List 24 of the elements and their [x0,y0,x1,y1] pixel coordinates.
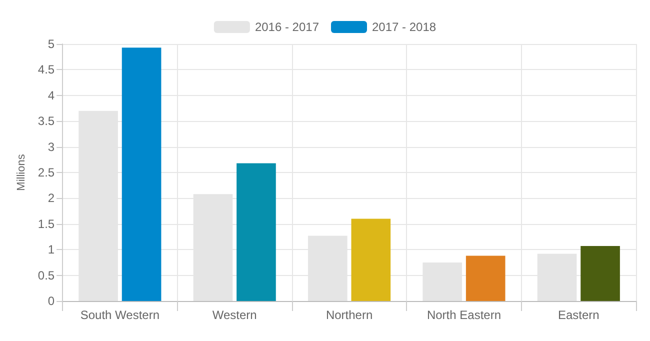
y-tick-label: 0.5 [38,268,55,282]
bar [351,218,391,301]
bar [466,256,506,301]
y-tick-label: 0 [48,294,55,308]
bar [122,48,162,301]
x-tick-label: Northern [326,308,373,322]
x-tick-label: Western [212,308,257,322]
x-tick-label: South Western [80,308,160,322]
legend-label: 2016 - 2017 [254,20,320,34]
y-axis-title: Millions [16,154,28,191]
y-tick-label: 1.5 [38,216,55,231]
y-tick-label: 3 [48,140,55,154]
y-tick-label: 4 [48,88,55,102]
legend-label: 2017 - 2018 [372,20,436,34]
y-tick-label: 3.5 [38,114,55,128]
bar [580,246,620,301]
y-tick-label: 2.5 [38,166,55,180]
y-tick-label: 5 [48,37,55,51]
bar [236,163,276,301]
y-tick-label: 4.5 [38,62,55,77]
y-tick-label: 2 [48,191,55,206]
x-tick-label: Eastern [558,308,600,322]
x-tick-label: North Eastern [426,308,501,322]
y-tick-label: 1 [48,242,55,257]
